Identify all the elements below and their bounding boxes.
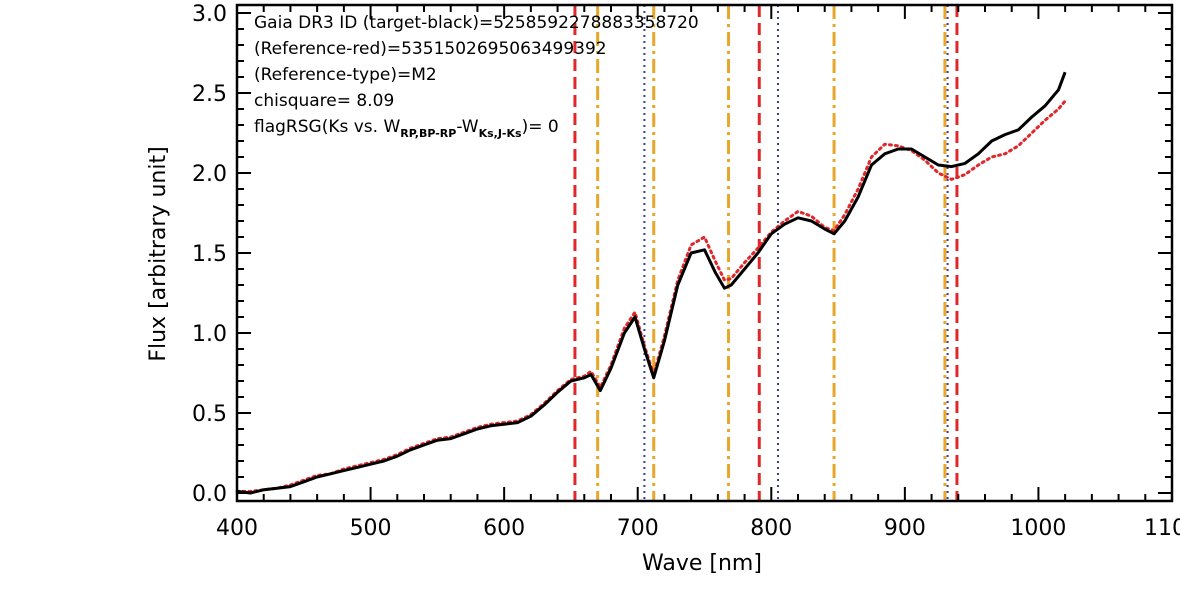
annotation-chisquare: chisquare= 8.09: [254, 91, 394, 111]
x-tick-label: 600: [483, 516, 525, 541]
reference-lines: [573, 5, 959, 501]
y-tick-label: 2.0: [192, 162, 227, 187]
x-tick-label: 900: [884, 516, 926, 541]
y-tick-label: 2.5: [192, 82, 227, 107]
annotation-reference-id: (Reference-red)=5351502695063499392: [254, 39, 607, 59]
target-spectrum-line: [236, 71, 1067, 495]
flag-suffix: )= 0: [522, 117, 559, 137]
flag-prefix: flagRSG(Ks vs. W: [254, 117, 400, 137]
y-tick-label: 0.0: [192, 482, 227, 507]
flag-mid: -W: [456, 117, 478, 137]
y-tick-label: 0.5: [192, 402, 227, 427]
x-tick-label: 800: [750, 516, 792, 541]
plot-frame: [235, 3, 1174, 503]
x-tick-label: 700: [617, 516, 659, 541]
y-tick-label: 1.5: [192, 242, 227, 267]
x-tick-label: 400: [216, 516, 258, 541]
series-layer: [235, 71, 1067, 495]
reference-spectrum-line: [235, 99, 1067, 493]
annotation-gaia-id: Gaia DR3 ID (target-black)=5258592278883…: [254, 13, 699, 33]
annotation-reference-type: (Reference-type)=M2: [254, 65, 437, 85]
x-tick-label: 500: [350, 516, 392, 541]
y-tick-label: 1.0: [192, 322, 227, 347]
x-tick-label: 1000: [1010, 516, 1066, 541]
annotation-block: Gaia DR3 ID (target-black)=5258592278883…: [254, 13, 699, 140]
y-tick-label: 3.0: [192, 2, 227, 27]
y-axis-title: Flux [arbitrary unit]: [146, 146, 171, 361]
flag-sub-2: Ks,J-Ks: [479, 127, 522, 140]
flag-sub-1: RP,BP-RP: [400, 127, 456, 140]
annotation-flag-rsg: flagRSG(Ks vs. WRP,BP-RP-WKs,J-Ks)= 0: [254, 117, 559, 140]
x-axis-title: Wave [nm]: [642, 551, 762, 576]
